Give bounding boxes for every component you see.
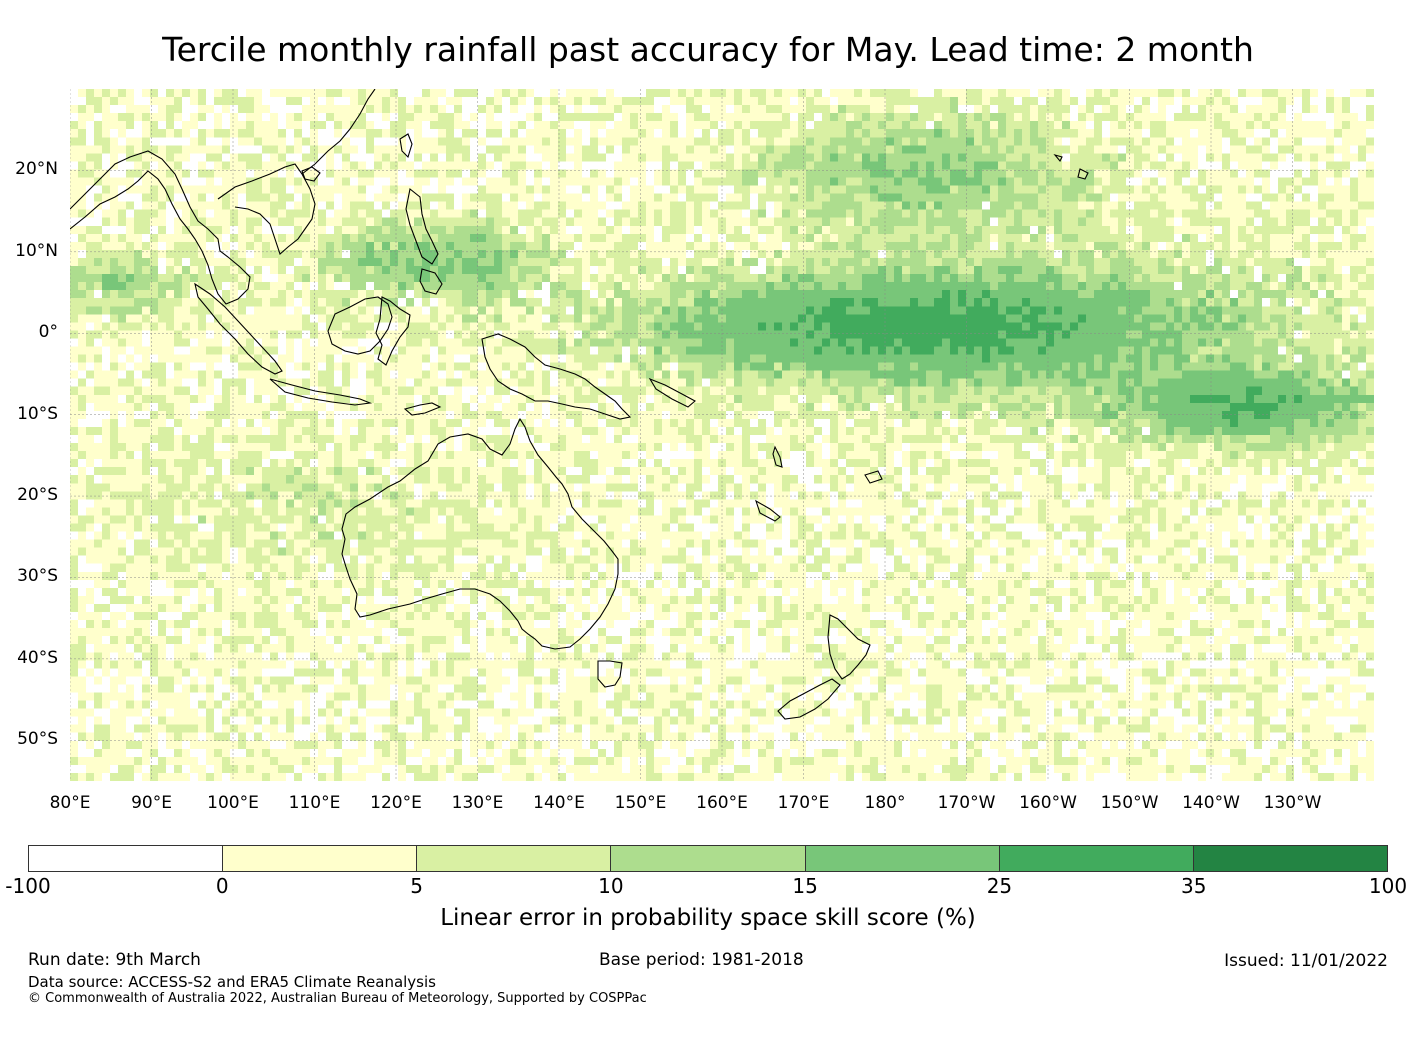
map-overlay: [70, 89, 1374, 781]
latitude-label: 20°S: [17, 485, 58, 506]
longitude-label: 170°W: [937, 793, 996, 813]
coastline-vanuatu: [772, 445, 783, 468]
coastline-china: [301, 89, 376, 175]
coastline-mindanao: [419, 268, 443, 295]
map-title: Tercile monthly rainfall past accuracy f…: [162, 30, 1254, 69]
colorbar-label: Linear error in probability space skill …: [440, 905, 976, 931]
issued-date: Issued: 11/01/2022: [1224, 951, 1388, 971]
colorbar-segment: [1193, 846, 1387, 871]
colorbar-segment: [29, 846, 224, 871]
latitude-label: 10°S: [17, 403, 58, 424]
skill-map: [70, 89, 1374, 781]
colorbar: [28, 845, 1388, 872]
longitude-label: 140°E: [533, 793, 585, 813]
coastline-sulawesi: [375, 296, 411, 366]
coastline-nz-south: [777, 678, 841, 720]
colorbar-tick-label: 10: [598, 874, 624, 898]
colorbar-segment: [223, 846, 418, 871]
longitude-label: 110°E: [288, 793, 341, 813]
coastline-indochina: [217, 163, 316, 255]
longitude-label: 90°E: [131, 793, 172, 813]
coastline-philippines: [405, 188, 439, 265]
colorbar-tick-label: -100: [5, 874, 51, 898]
coastlines: [70, 89, 1089, 720]
colorbar-tick-label: 15: [792, 874, 818, 898]
coastline-sumatra: [194, 282, 283, 375]
longitude-label: 180°: [864, 793, 906, 813]
longitude-label: 130°W: [1263, 793, 1322, 813]
colorbar-tick-label: 25: [986, 874, 1013, 898]
coastline-solomon: [648, 377, 696, 408]
coastline-new-guinea: [481, 333, 632, 420]
colorbar-tick-label: 35: [1180, 874, 1207, 898]
colorbar-segment: [611, 846, 806, 871]
latitude-label: 20°N: [15, 159, 58, 180]
coastline-taiwan: [399, 133, 413, 159]
longitude-label: 100°E: [207, 793, 259, 813]
longitude-label: 140°W: [1182, 793, 1240, 813]
coastline-new-caledonia: [755, 499, 781, 522]
coastline-asia: [70, 150, 251, 305]
data-source: Data source: ACCESS-S2 and ERA5 Climate …: [28, 973, 436, 991]
colorbar-tick-label: 0: [215, 874, 229, 898]
latitude-label: 50°S: [17, 729, 58, 750]
longitude-label: 160°W: [1019, 793, 1077, 813]
latitude-label: 0°: [38, 322, 58, 343]
latitude-label: 30°S: [17, 566, 58, 587]
graticule: [70, 89, 1374, 781]
longitude-label: 150°W: [1100, 793, 1159, 813]
longitude-label: 80°E: [49, 793, 91, 813]
coastline-nz-north: [827, 614, 871, 680]
colorbar-segment: [417, 846, 612, 871]
longitude-label: 130°E: [451, 793, 504, 813]
run-date: Run date: 9th March: [28, 950, 201, 970]
coastline-fiji: [864, 470, 883, 484]
coastline-tasmania: [597, 660, 623, 688]
longitude-label: 120°E: [370, 793, 422, 813]
longitude-label: 150°E: [614, 793, 667, 813]
colorbar-tick-label: 5: [410, 874, 423, 898]
latitude-label: 40°S: [17, 647, 58, 668]
longitude-label: 160°E: [696, 793, 748, 813]
colorbar-tick-label: 100: [1368, 874, 1408, 898]
base-period: Base period: 1981-2018: [599, 950, 804, 970]
copyright: © Commonwealth of Australia 2022, Austra…: [28, 991, 647, 1006]
coastline-hawaii: [1053, 153, 1089, 180]
colorbar-segment: [805, 846, 1000, 871]
coastline-hainan: [301, 166, 321, 182]
colorbar-segment: [999, 846, 1194, 871]
coastline-timor: [403, 402, 442, 416]
longitude-label: 170°E: [777, 793, 830, 813]
coastline-australia: [341, 417, 619, 650]
coastline-borneo: [327, 296, 393, 355]
coastline-java: [269, 378, 373, 406]
latitude-label: 10°N: [15, 240, 58, 261]
